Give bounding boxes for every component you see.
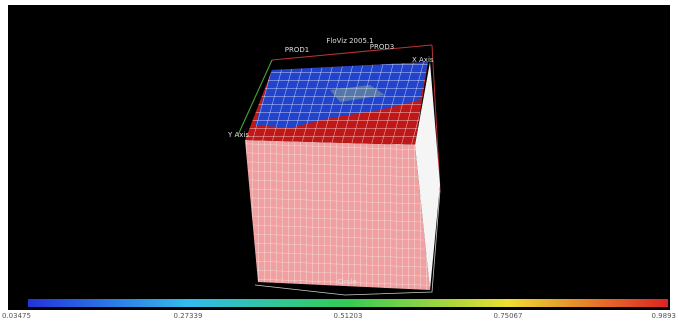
viewer: FloViz 2005.1 PROD1 PROD3 X Axis Y Axis … <box>0 0 678 323</box>
colorbar <box>28 299 668 307</box>
axis-label: X Axis <box>412 56 434 64</box>
title: FloViz 2005.1 <box>326 37 373 45</box>
axis-label: Y Axis <box>227 131 249 139</box>
bottom-label: Circle <box>337 278 357 286</box>
colorbar-tick-label: 0.75067 <box>494 312 523 320</box>
colorbar-tick-label: 0.03475 <box>2 312 31 320</box>
colorbar-tick-label: 0.51203 <box>334 312 363 320</box>
well-label: PROD1 <box>285 46 309 54</box>
well-label: PROD3 <box>370 43 394 51</box>
colorbar-tick-label: 0.27339 <box>174 312 203 320</box>
colorbar-ticks: 0.03475 0.27339 0.51203 0.75067 0.9893 <box>2 312 676 320</box>
front-face <box>245 140 430 290</box>
top-grid <box>245 62 428 145</box>
colorbar-tick-label: 0.9893 <box>652 312 677 320</box>
